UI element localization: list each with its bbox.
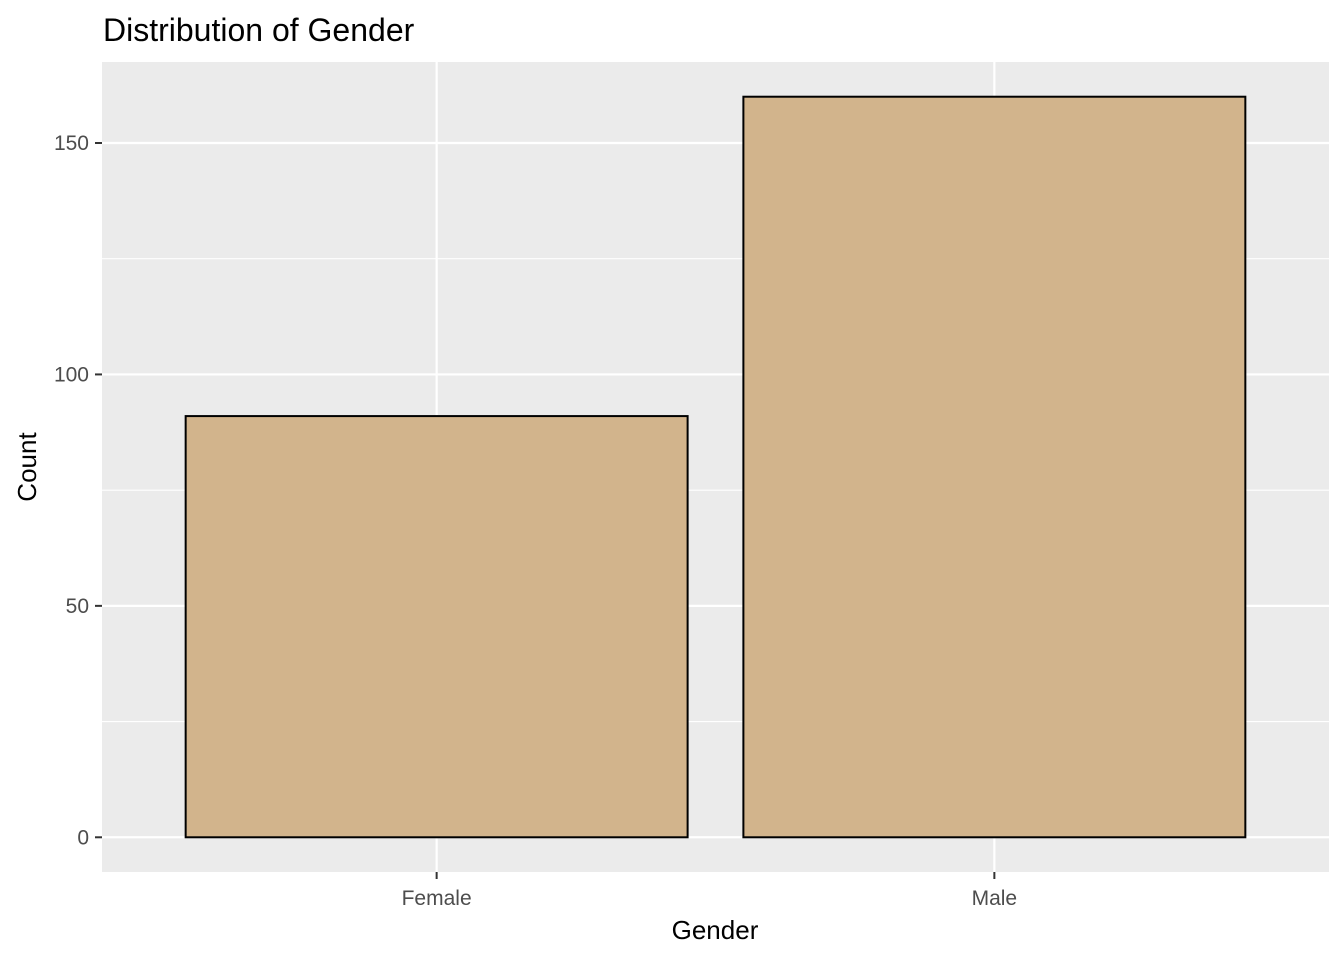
y-axis-ticks: 0 50 100 150: [54, 132, 102, 849]
bars: [184, 95, 1247, 839]
x-axis-title: Gender: [672, 915, 759, 945]
y-tick-label: 150: [54, 132, 89, 155]
bar-female: [184, 415, 689, 839]
chart-title: Distribution of Gender: [103, 12, 415, 48]
x-tick-label: Male: [972, 887, 1018, 910]
y-tick-label: 50: [66, 595, 89, 618]
y-tick-label: 0: [77, 826, 89, 849]
y-axis-title: Count: [12, 432, 42, 502]
x-tick-label: Female: [402, 887, 472, 910]
x-axis-ticks: Female Male: [402, 872, 1018, 910]
y-tick-label: 100: [54, 363, 89, 386]
bar-male: [742, 95, 1247, 839]
